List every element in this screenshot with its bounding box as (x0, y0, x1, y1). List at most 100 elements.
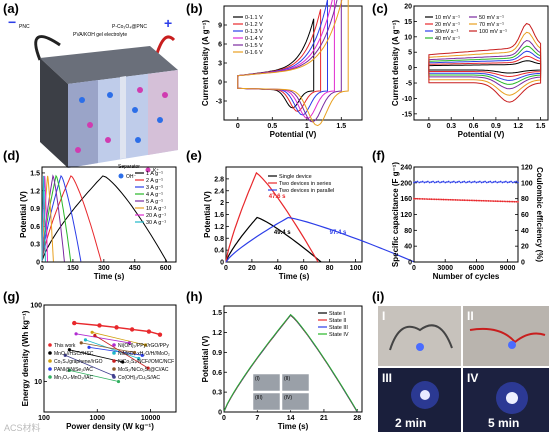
d-plot-frame (41, 166, 177, 263)
minus-sign: − (8, 14, 16, 30)
g-series-point (157, 332, 163, 337)
d-legend-label: 20 A g⁻¹ (146, 213, 166, 219)
g-series-point (121, 360, 125, 364)
f-capacitance-point (510, 200, 512, 203)
f-capacitance-point (456, 199, 459, 201)
e-y-axis-label: Potential (V) (203, 191, 212, 238)
g-series-point (137, 356, 141, 361)
f-capacitance-point (440, 198, 443, 201)
b-legend-label: 0-1.6 V (245, 50, 263, 56)
g-legend-marker (112, 351, 116, 355)
d-x-tick-label: 450 (129, 265, 141, 272)
g-series-line-4 (88, 346, 143, 356)
f-efficiency-point (442, 180, 445, 183)
panel-d-label: (d) (3, 148, 20, 163)
h-y-tick-label: 1.2 (212, 330, 222, 337)
g-series-point (67, 368, 72, 372)
f-efficiency-point (446, 181, 448, 183)
d-x-tick-label: 0 (40, 265, 44, 272)
e-legend-label: Two devices in parallel (279, 188, 334, 194)
f-capacitance-point (478, 199, 481, 202)
e-x-tick-label: 40 (274, 265, 282, 272)
f-efficiency-point (454, 181, 457, 184)
chart-g: Power density (W kg⁻¹) Energy density (Wh… (21, 303, 177, 431)
f-efficiency-point (456, 181, 459, 183)
h-x-tick-label: 0 (222, 415, 226, 422)
g-legend-label: PANI@NiSe₂//AC (54, 367, 93, 373)
f-efficiency-point (414, 181, 417, 183)
b-x-tick-label: 1.5 (336, 123, 346, 130)
f-capacitance-point (435, 198, 438, 201)
c-cv-curve-7 (428, 22, 542, 103)
f-capacitance-point (420, 197, 422, 200)
f-capacitance-point (491, 200, 493, 202)
d-legend-label: 5 A g⁻¹ (146, 199, 163, 205)
panel-b-label: (b) (186, 1, 203, 16)
f-efficiency-point (510, 180, 512, 183)
d-legend-label: 2 A g⁻¹ (146, 178, 163, 184)
g-legend-label: Co(OH)₂/Cu₂S//AC (118, 375, 160, 381)
g-series-point (87, 345, 91, 349)
g-series-point (114, 325, 119, 330)
g-legend-label: NiCo₂S₄/NCF//OMC/NCF (118, 359, 174, 365)
g-series-point (97, 323, 102, 328)
g-legend-marker (112, 367, 116, 371)
f-capacitance-point (517, 200, 519, 203)
e-legend-label: Two devices in series (279, 181, 332, 187)
c-y-axis-label: Current density (A g⁻¹) (391, 20, 400, 106)
panel-f-label: (f) (372, 148, 385, 163)
g-series-line-9 (81, 342, 135, 353)
f-efficiency-point (466, 181, 469, 183)
g-legend-marker (48, 343, 52, 347)
g-x-tick-label: 1000 (89, 415, 105, 422)
c-legend-label: 40 mV s⁻¹ (435, 36, 460, 42)
f-efficiency-point (468, 180, 471, 183)
electrolyte-label: PVA/KOH gel electrolyte (73, 32, 127, 38)
f-efficiency-point (511, 181, 514, 184)
f-capacitance-point (513, 200, 516, 203)
d-y-tick-label: 0 (36, 260, 40, 267)
g-series-point (74, 332, 78, 336)
photo-iii-label: III (382, 371, 392, 385)
photo-i-label: I (382, 309, 385, 323)
c-x-tick-label: 0.9 (491, 123, 501, 130)
c-y-tick-label: 5 (408, 50, 412, 57)
f-capacitance-point (414, 197, 417, 200)
f-efficiency-point (485, 181, 488, 184)
e-x-tick-label: 80 (326, 265, 334, 272)
plus-sign: + (164, 15, 172, 31)
g-x-tick-label: 100 (38, 415, 50, 422)
photo-iii-caption: 2 min (395, 416, 426, 430)
e-y-tick-label: 1.6 (214, 212, 224, 219)
h-x-tick-label: 7 (255, 415, 259, 422)
e-annotation: 49.4 s (274, 230, 291, 236)
g-legend-label: Co₃S₄/graphene//rGO (54, 359, 103, 365)
f-efficiency-point (503, 181, 506, 183)
f-y2-tick-label: 0 (521, 260, 525, 267)
photo-ii (463, 306, 549, 366)
g-legend-marker (112, 343, 116, 347)
f-capacitance-point (454, 199, 457, 201)
d-gcd-curve-1 (41, 175, 168, 262)
f-efficiency-point (437, 180, 440, 183)
f-capacitance-point (485, 199, 488, 202)
photo-ii-wire (469, 327, 546, 344)
h-y-tick-label: 0.6 (212, 370, 222, 377)
e-x-tick-label: 60 (300, 265, 308, 272)
e-y-tick-label: 0 (220, 260, 224, 267)
d-legend-label: 10 A g⁻¹ (146, 206, 166, 212)
g-series-line-7 (85, 339, 139, 359)
g-series-point (90, 330, 94, 334)
d-y-tick-label: 0.9 (30, 206, 40, 213)
f-capacitance-point (465, 199, 467, 202)
f-y-axis-label: Specific capacitance (F g⁻¹) (391, 162, 400, 267)
c-y-tick-label: -5 (406, 81, 412, 88)
f-efficiency-point (478, 180, 481, 183)
g-series-line-6 (76, 333, 130, 344)
f-capacitance-point (487, 200, 490, 202)
f-efficiency-point (458, 180, 460, 183)
c-x-tick-label: 0.3 (446, 123, 456, 130)
e-y-tick-label: 2 (220, 200, 224, 207)
h-legend-label: State I (329, 311, 345, 317)
